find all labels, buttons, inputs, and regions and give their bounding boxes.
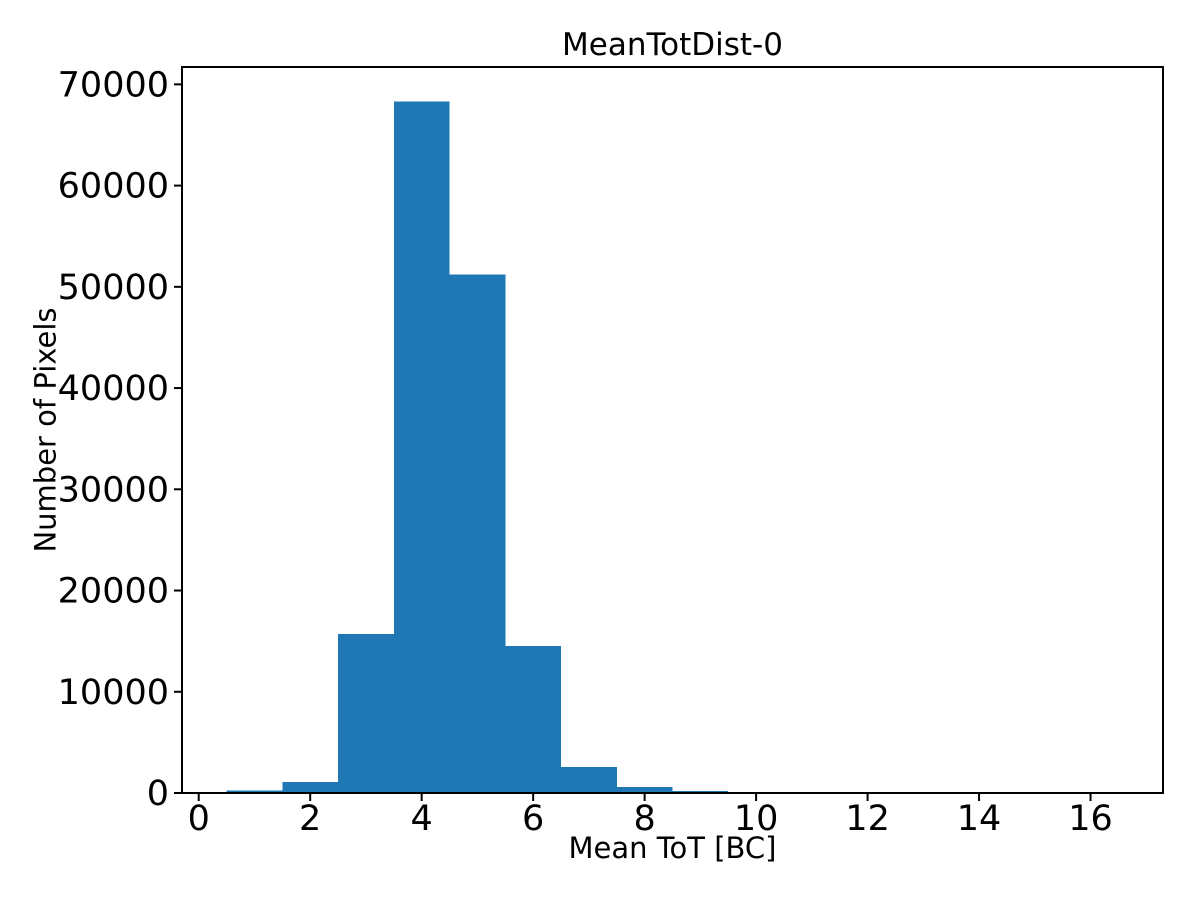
y-tick-label: 40000 bbox=[58, 369, 169, 409]
x-tick-label: 0 bbox=[188, 799, 210, 839]
histogram-bar bbox=[672, 790, 729, 793]
histogram-bar bbox=[561, 767, 617, 793]
histogram-bar bbox=[226, 790, 283, 793]
x-tick-label: 6 bbox=[522, 799, 544, 839]
y-tick-label: 30000 bbox=[58, 470, 169, 510]
y-tick-label: 0 bbox=[147, 774, 169, 814]
histogram-bar bbox=[505, 646, 562, 793]
y-tick-label: 70000 bbox=[58, 65, 169, 105]
histogram-bar bbox=[616, 786, 673, 793]
x-tick-label: 4 bbox=[411, 799, 433, 839]
histogram-bar bbox=[449, 274, 506, 794]
y-tick-label: 50000 bbox=[58, 268, 169, 308]
x-tick-label: 8 bbox=[633, 799, 655, 839]
histogram-bar bbox=[282, 781, 339, 793]
x-axis-label: Mean ToT [BC] bbox=[568, 831, 777, 865]
y-tick-label: 60000 bbox=[58, 167, 169, 207]
y-tick-label: 10000 bbox=[58, 673, 169, 713]
x-tick-label: 2 bbox=[299, 799, 321, 839]
x-tick-label: 16 bbox=[1068, 799, 1113, 839]
histogram-bar bbox=[338, 634, 394, 793]
x-tick-label: 12 bbox=[845, 799, 890, 839]
axes-border bbox=[181, 66, 1164, 794]
x-tick-label: 14 bbox=[957, 799, 1002, 839]
x-tick-label: 10 bbox=[734, 799, 779, 839]
y-tick-label: 20000 bbox=[58, 572, 169, 612]
chart-title: MeanTotDist-0 bbox=[562, 27, 783, 63]
histogram-bar bbox=[393, 101, 450, 794]
